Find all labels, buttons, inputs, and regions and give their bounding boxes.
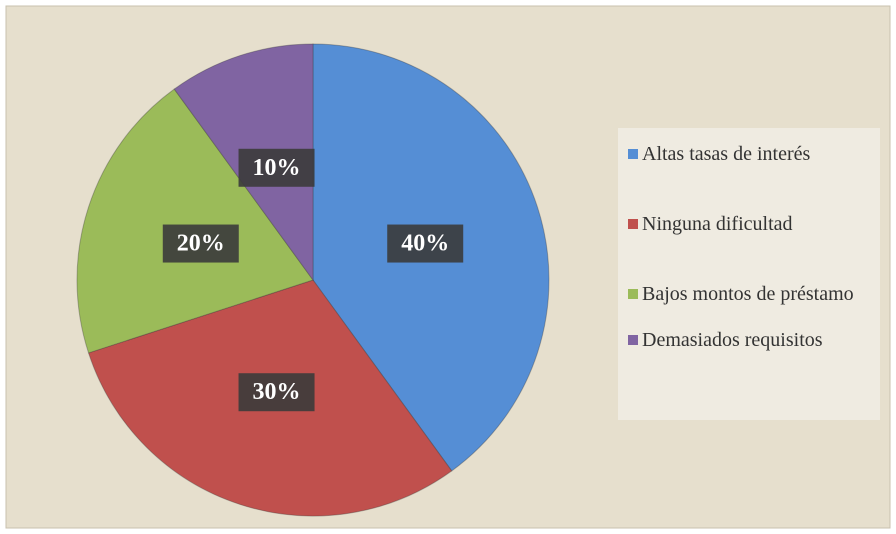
data-label-box [238, 373, 315, 412]
legend-item: Bajos montos de préstamo [628, 282, 872, 306]
legend: Altas tasas de interés Ninguna dificultad… [618, 128, 880, 420]
data-label: 20% [177, 231, 225, 257]
pie-slice [76, 88, 314, 354]
legend-item: Altas tasas de interés [628, 142, 872, 166]
data-label: 40% [401, 231, 449, 257]
legend-label: Bajos montos de préstamo [642, 283, 854, 305]
legend-label: Altas tasas de interés [642, 143, 811, 165]
legend-label: Ninguna dificultad [642, 213, 793, 235]
data-label-box [387, 224, 464, 263]
legend-item: Ninguna dificultad [628, 212, 872, 236]
legend-item: Demasiados requisitos [628, 328, 872, 352]
legend-label: Demasiados requisitos [642, 329, 823, 351]
legend-swatch [628, 149, 638, 159]
legend-swatch [628, 289, 638, 299]
legend-swatch [628, 219, 638, 229]
data-label: 30% [253, 379, 301, 405]
legend-swatch [628, 335, 638, 345]
data-label-box [162, 224, 239, 263]
data-label: 10% [253, 155, 301, 181]
data-label-box [238, 148, 315, 187]
